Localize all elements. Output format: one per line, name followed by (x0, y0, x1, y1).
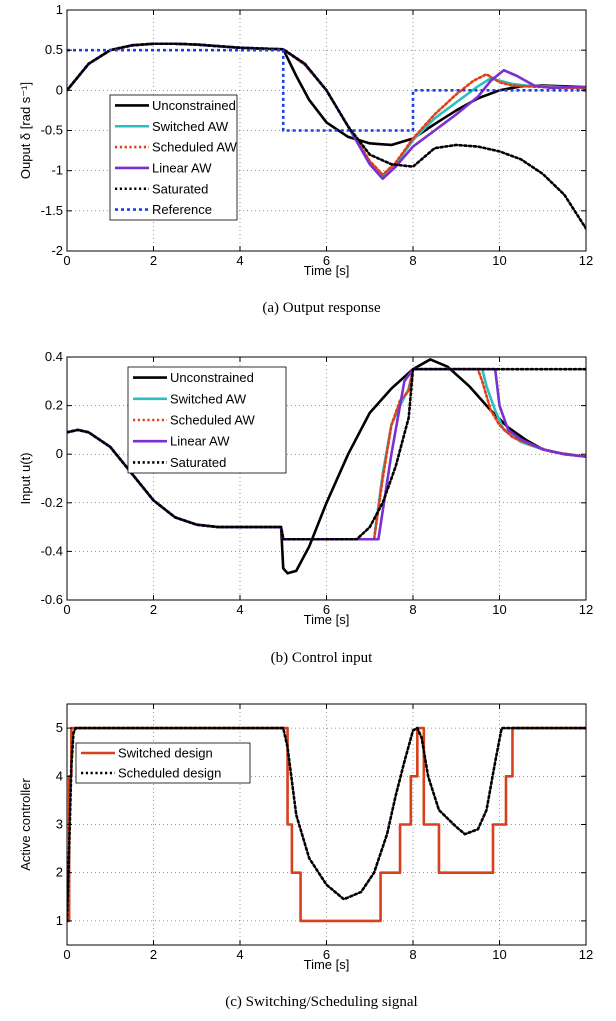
legend-label: Linear AW (170, 434, 230, 449)
y-tick-label: -1.5 (41, 203, 63, 218)
legend: Unconstrained Switched AW Scheduled AW Line… (128, 367, 286, 473)
x-axis-label: Time [s] (304, 263, 350, 278)
y-tick-label: 0.4 (45, 349, 63, 364)
x-tick-label: 12 (579, 602, 593, 617)
x-tick-label: 4 (236, 602, 243, 617)
x-tick-label: 8 (409, 947, 416, 962)
legend-label: Linear AW (152, 160, 212, 175)
y-tick-label: -0.4 (41, 543, 63, 558)
x-axis-label: Time [s] (304, 612, 350, 627)
x-tick-label: 2 (150, 602, 157, 617)
legend-label: Saturated (170, 455, 226, 470)
y-tick-label: 1 (56, 913, 63, 928)
x-tick-label: 0 (63, 602, 70, 617)
x-tick-label: 2 (150, 947, 157, 962)
legend-label: Scheduled AW (170, 413, 256, 428)
y-tick-label: 0 (56, 446, 63, 461)
x-tick-label: 0 (63, 253, 70, 268)
y-tick-label: 2 (56, 865, 63, 880)
y-tick-label: -1 (51, 163, 63, 178)
y-tick-label: 0.5 (45, 42, 63, 57)
figure-caption: (c) Switching/Scheduling signal (225, 994, 417, 1010)
y-axis-label: Ouput δ [rad s⁻¹] (18, 82, 33, 179)
figure-caption: (a) Output response (262, 300, 381, 316)
x-tick-label: 12 (579, 947, 593, 962)
x-axis-label: Time [s] (304, 957, 350, 972)
legend-label: Saturated (152, 181, 208, 196)
legend-label: Scheduled AW (152, 140, 238, 155)
x-tick-label: 8 (409, 253, 416, 268)
y-tick-label: -0.2 (41, 495, 63, 510)
y-axis-label: Input u(t) (18, 452, 33, 504)
y-tick-label: 0 (56, 82, 63, 97)
y-tick-label: -0.6 (41, 592, 63, 607)
y-tick-label: 1 (56, 2, 63, 17)
grid (67, 704, 586, 945)
legend-label: Switched design (118, 746, 213, 761)
x-tick-label: 10 (492, 602, 506, 617)
legend: Switched design Scheduled design (76, 743, 250, 783)
x-tick-label: 2 (150, 253, 157, 268)
y-tick-label: 5 (56, 720, 63, 735)
legend-label: Unconstrained (152, 98, 236, 113)
x-tick-label: 10 (492, 947, 506, 962)
y-tick-label: -0.5 (41, 123, 63, 138)
x-tick-label: 0 (63, 947, 70, 962)
x-tick-label: 4 (236, 947, 243, 962)
legend-label: Switched AW (170, 391, 247, 406)
y-tick-label: 4 (56, 768, 63, 783)
x-tick-label: 12 (579, 253, 593, 268)
y-tick-label: 3 (56, 817, 63, 832)
legend: Unconstrained Switched AW Scheduled AW Line… (110, 95, 238, 220)
figure-caption: (b) Control input (271, 650, 373, 666)
legend-label: Switched AW (152, 119, 229, 134)
x-tick-label: 10 (492, 253, 506, 268)
y-tick-label: -2 (51, 243, 63, 258)
x-tick-label: 4 (236, 253, 243, 268)
legend-label: Reference (152, 202, 212, 217)
x-tick-label: 8 (409, 602, 416, 617)
legend-label: Scheduled design (118, 766, 221, 781)
y-tick-label: 0.2 (45, 398, 63, 413)
legend-label: Unconstrained (170, 370, 254, 385)
y-axis-label: Active controller (18, 778, 33, 871)
